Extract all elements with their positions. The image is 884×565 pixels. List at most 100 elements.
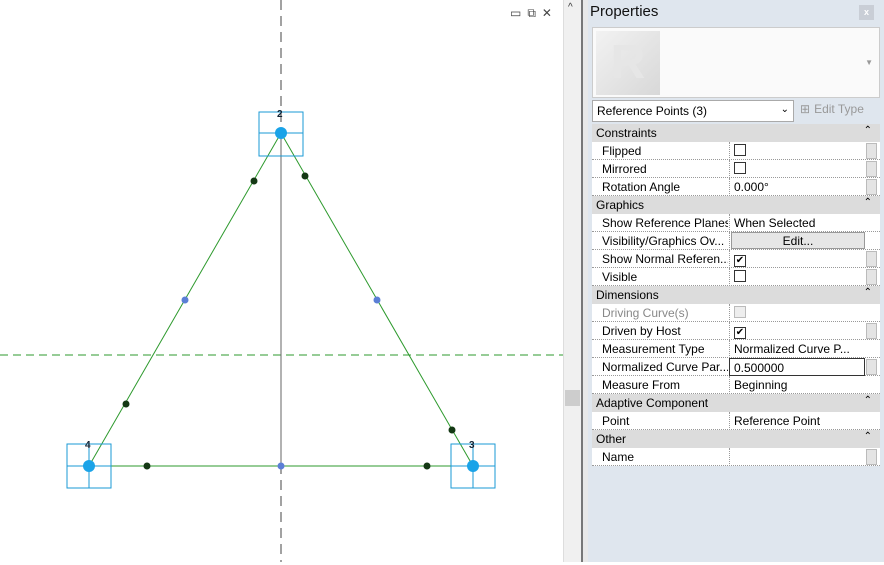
property-row[interactable]: Point Reference Point: [592, 412, 880, 430]
property-value[interactable]: Reference Point: [734, 414, 821, 428]
associate-parameter-button[interactable]: [866, 161, 877, 177]
midpoint[interactable]: [277, 462, 285, 470]
revit-logo-icon: R: [596, 31, 660, 95]
associate-parameter-button[interactable]: [866, 143, 877, 159]
panel-title: Properties: [590, 3, 659, 20]
panel-close-button[interactable]: x: [859, 5, 874, 20]
property-name: Point: [602, 414, 630, 428]
close-icon[interactable]: ✕: [541, 6, 552, 20]
property-value-cell[interactable]: Normalized Curve P...: [729, 340, 865, 358]
property-name: Rotation Angle: [602, 180, 681, 194]
property-row[interactable]: Flipped: [592, 142, 880, 160]
property-value[interactable]: Normalized Curve P...: [734, 342, 850, 356]
property-row[interactable]: Mirrored: [592, 160, 880, 178]
group-header[interactable]: Graphics ⌃: [592, 196, 880, 214]
property-row[interactable]: Rotation Angle 0.000°: [592, 178, 880, 196]
property-value[interactable]: 0.500000: [734, 361, 785, 375]
unchecked-checkbox[interactable]: [734, 162, 746, 174]
unchecked-checkbox[interactable]: [734, 144, 746, 156]
property-value-cell[interactable]: Edit...: [729, 232, 865, 250]
reference-point-2[interactable]: [275, 127, 287, 139]
curve-handle[interactable]: [301, 172, 309, 180]
property-name: Mirrored: [602, 162, 647, 176]
property-row[interactable]: Driven by Host ✔: [592, 322, 880, 340]
panel-splitter[interactable]: [581, 0, 588, 562]
point-label-4: 4: [85, 440, 91, 451]
group-header[interactable]: Dimensions ⌃: [592, 286, 880, 304]
property-value-cell[interactable]: [729, 142, 865, 160]
property-value[interactable]: When Selected: [734, 216, 816, 230]
collapse-icon[interactable]: ⌃: [863, 197, 872, 208]
group-name: Dimensions: [596, 288, 659, 302]
midpoint[interactable]: [181, 296, 189, 304]
associate-parameter-button[interactable]: [866, 269, 877, 285]
associate-parameter-button[interactable]: [866, 323, 877, 339]
property-row[interactable]: Driving Curve(s): [592, 304, 880, 322]
property-row[interactable]: Show Reference Planes When Selected: [592, 214, 880, 232]
canvas-svg: 2 3 4: [0, 0, 563, 562]
property-row[interactable]: Measurement Type Normalized Curve P...: [592, 340, 880, 358]
reference-point-3[interactable]: [467, 460, 479, 472]
group-header[interactable]: Other ⌃: [592, 430, 880, 448]
property-row[interactable]: Name: [592, 448, 880, 466]
curve-handle[interactable]: [143, 462, 151, 470]
midpoint[interactable]: [373, 296, 381, 304]
point-label-2: 2: [277, 109, 283, 120]
restore-icon[interactable]: ⧉: [527, 6, 536, 20]
property-value-cell[interactable]: [729, 268, 865, 286]
property-name: Name: [602, 450, 635, 464]
property-row[interactable]: Visible: [592, 268, 880, 286]
associate-parameter-button[interactable]: [866, 179, 877, 195]
collapse-icon[interactable]: ⌃: [863, 431, 872, 442]
property-value-cell[interactable]: When Selected: [729, 214, 865, 232]
property-name: Visible: [602, 270, 638, 284]
property-value-cell[interactable]: Beginning: [729, 376, 865, 394]
property-value-cell[interactable]: [729, 448, 865, 466]
collapse-icon[interactable]: ⌃: [863, 287, 872, 298]
checked-checkbox[interactable]: ✔: [734, 327, 746, 339]
reference-point-4[interactable]: [83, 460, 95, 472]
property-row[interactable]: Measure From Beginning: [592, 376, 880, 394]
point-label-3: 3: [469, 440, 475, 451]
property-value-cell[interactable]: ✔: [729, 322, 865, 340]
edit-type-button[interactable]: ⊞ Edit Type: [800, 102, 864, 116]
property-value-cell[interactable]: 0.500000: [729, 358, 865, 376]
edit-button[interactable]: Edit...: [731, 232, 865, 249]
group-header[interactable]: Constraints ⌃: [592, 124, 880, 142]
property-row[interactable]: Show Normal Referen... ✔: [592, 250, 880, 268]
property-name: Visibility/Graphics Ov...: [602, 234, 725, 248]
curve-handle[interactable]: [250, 177, 258, 185]
property-value-cell[interactable]: [729, 304, 865, 322]
curve-handle[interactable]: [448, 426, 456, 434]
associate-parameter-button[interactable]: [866, 359, 877, 375]
collapse-icon[interactable]: ⌃: [863, 395, 872, 406]
property-value[interactable]: Beginning: [734, 378, 788, 392]
property-value-cell[interactable]: [729, 160, 865, 178]
associate-parameter-button[interactable]: [866, 449, 877, 465]
checked-checkbox[interactable]: ✔: [734, 255, 746, 267]
curve-handle[interactable]: [122, 400, 130, 408]
edit-type-label: Edit Type: [814, 102, 864, 116]
unchecked-checkbox[interactable]: [734, 270, 746, 282]
property-row[interactable]: Normalized Curve Par... 0.500000: [592, 358, 880, 376]
property-value-cell[interactable]: Reference Point: [729, 412, 865, 430]
associate-parameter-button[interactable]: [866, 251, 877, 267]
curve-handle[interactable]: [423, 462, 431, 470]
vertical-scrollbar[interactable]: ^: [563, 0, 581, 562]
property-name: Show Reference Planes: [602, 216, 728, 230]
scroll-up-icon[interactable]: ^: [568, 2, 573, 13]
minimize-icon[interactable]: ▭: [510, 6, 522, 20]
property-value[interactable]: 0.000°: [734, 180, 769, 194]
property-name: Normalized Curve Par...: [602, 360, 728, 374]
property-row[interactable]: Visibility/Graphics Ov... Edit...: [592, 232, 880, 250]
property-value-cell[interactable]: 0.000°: [729, 178, 865, 196]
dropdown-arrow-icon[interactable]: ▼: [865, 58, 873, 67]
property-value-cell[interactable]: ✔: [729, 250, 865, 268]
drawing-canvas[interactable]: 2 3 4: [0, 0, 563, 562]
group-header[interactable]: Adaptive Component ⌃: [592, 394, 880, 412]
type-selector[interactable]: Reference Points (3) ⌄: [592, 100, 794, 122]
window-controls: ▭ ⧉ ✕: [510, 6, 552, 21]
collapse-icon[interactable]: ⌃: [863, 125, 872, 136]
type-preview[interactable]: R ▼: [592, 27, 880, 98]
scrollbar-thumb[interactable]: [565, 390, 580, 406]
